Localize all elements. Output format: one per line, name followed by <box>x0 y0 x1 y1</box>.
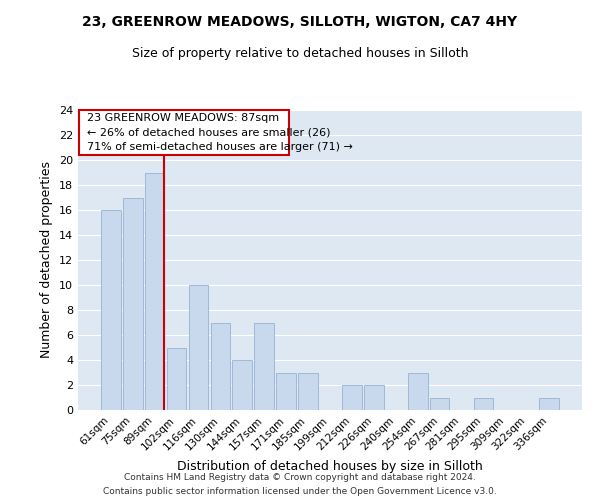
Text: 23, GREENROW MEADOWS, SILLOTH, WIGTON, CA7 4HY: 23, GREENROW MEADOWS, SILLOTH, WIGTON, C… <box>82 15 518 29</box>
Bar <box>211 322 230 410</box>
Y-axis label: Number of detached properties: Number of detached properties <box>40 162 53 358</box>
Bar <box>276 372 296 410</box>
Bar <box>254 322 274 410</box>
Bar <box>342 385 362 410</box>
Bar <box>430 398 449 410</box>
Text: Contains HM Land Registry data © Crown copyright and database right 2024.: Contains HM Land Registry data © Crown c… <box>124 472 476 482</box>
Bar <box>298 372 318 410</box>
Bar <box>473 398 493 410</box>
FancyBboxPatch shape <box>79 110 289 155</box>
Text: 23 GREENROW MEADOWS: 87sqm: 23 GREENROW MEADOWS: 87sqm <box>87 113 279 123</box>
Bar <box>232 360 252 410</box>
Bar <box>188 285 208 410</box>
Text: 71% of semi-detached houses are larger (71) →: 71% of semi-detached houses are larger (… <box>87 142 353 152</box>
Bar <box>123 198 143 410</box>
Text: ← 26% of detached houses are smaller (26): ← 26% of detached houses are smaller (26… <box>87 128 330 138</box>
Bar <box>539 398 559 410</box>
Bar <box>101 210 121 410</box>
Bar <box>364 385 384 410</box>
Text: Contains public sector information licensed under the Open Government Licence v3: Contains public sector information licen… <box>103 488 497 496</box>
X-axis label: Distribution of detached houses by size in Silloth: Distribution of detached houses by size … <box>177 460 483 473</box>
Bar <box>167 348 187 410</box>
Bar <box>145 172 164 410</box>
Text: Size of property relative to detached houses in Silloth: Size of property relative to detached ho… <box>132 48 468 60</box>
Bar <box>408 372 428 410</box>
